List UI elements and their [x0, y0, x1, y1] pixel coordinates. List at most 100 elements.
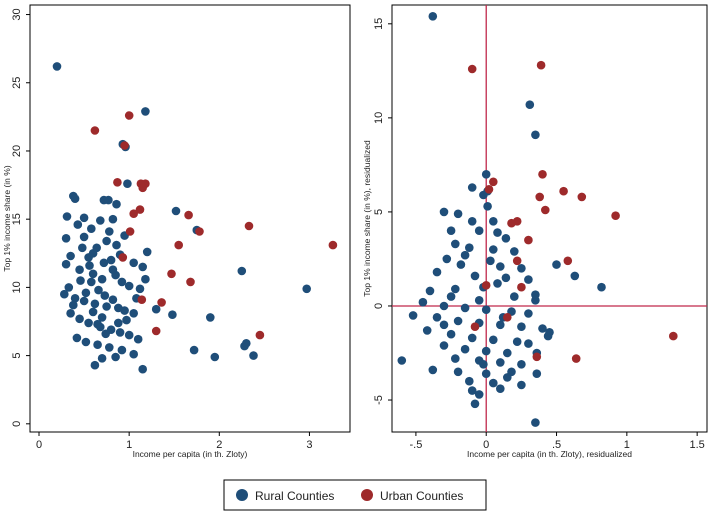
data-point-rural: [189, 345, 199, 355]
data-point-rural: [97, 354, 107, 363]
data-point-urban: [151, 326, 161, 336]
data-point-urban: [255, 330, 265, 340]
data-point-rural: [88, 269, 98, 279]
data-point-rural: [442, 254, 452, 264]
data-point-rural: [496, 262, 505, 271]
data-point-rural: [105, 343, 114, 352]
data-point-rural: [467, 217, 477, 226]
data-point-urban: [244, 221, 254, 231]
data-point-urban: [563, 256, 573, 266]
data-point-rural: [517, 360, 526, 369]
data-point-rural: [432, 313, 442, 322]
data-point-rural: [100, 291, 110, 300]
data-point-rural: [124, 330, 134, 340]
data-point-rural: [106, 255, 116, 265]
data-point-rural: [479, 190, 488, 200]
right-scatter-panel: -5 0 5 10 15 -.5 0 .5 1 1.5 Income per capita (in …: [362, 4, 708, 459]
data-point-urban: [118, 253, 128, 262]
data-point-rural: [97, 313, 107, 322]
x-tick-label: 1.5: [690, 439, 705, 451]
data-point-rural: [460, 303, 470, 313]
data-point-rural: [92, 243, 101, 253]
data-point-rural: [69, 300, 78, 310]
data-point-urban: [186, 277, 195, 287]
data-point-rural: [517, 380, 526, 390]
data-point-rural: [531, 130, 540, 140]
data-point-rural: [456, 260, 466, 269]
data-point-rural: [135, 284, 145, 294]
data-point-rural: [111, 352, 120, 362]
y-tick-label: 20: [11, 145, 23, 157]
data-point-rural: [75, 314, 84, 324]
data-point-urban: [611, 211, 620, 220]
data-point-rural: [474, 226, 484, 235]
data-point-rural: [517, 322, 526, 332]
x-tick-label: 0: [483, 439, 489, 451]
data-point-rural: [496, 320, 505, 330]
data-point-urban: [512, 256, 522, 266]
y-axis-label: Top 1% income share (in %): [2, 165, 12, 271]
data-point-rural: [101, 329, 110, 339]
data-point-rural: [99, 258, 109, 268]
data-point-rural: [486, 256, 495, 266]
data-point-rural: [90, 299, 100, 309]
data-point-rural: [168, 310, 177, 320]
data-point-rural: [115, 328, 125, 337]
legend-label-urban: Urban Counties: [380, 489, 463, 503]
data-point-rural: [117, 277, 127, 287]
data-point-rural: [99, 195, 109, 205]
data-point-rural: [124, 281, 134, 291]
y-tick-label: 5: [11, 353, 23, 359]
data-point-urban: [481, 281, 491, 290]
data-point-rural: [481, 369, 491, 379]
data-point-rural: [439, 320, 449, 330]
data-point-rural: [85, 261, 94, 270]
data-point-rural: [510, 292, 519, 301]
data-point-urban: [538, 170, 547, 179]
data-point-rural: [479, 360, 488, 369]
data-point-rural: [545, 328, 554, 337]
y-tick-label: 10: [373, 112, 385, 124]
data-point-rural: [237, 266, 247, 276]
data-point-rural: [524, 309, 533, 318]
data-point-rural: [79, 213, 89, 223]
y-tick-label: 15: [373, 18, 385, 30]
data-point-rural: [141, 274, 150, 284]
data-point-urban: [559, 186, 568, 196]
data-point-rural: [79, 232, 89, 242]
data-point-rural: [425, 286, 435, 296]
data-point-urban: [135, 205, 145, 214]
data-point-urban: [524, 235, 533, 245]
data-point-rural: [474, 296, 484, 305]
data-point-rural: [570, 271, 580, 281]
data-point-urban: [577, 192, 587, 202]
data-point-urban: [532, 352, 542, 362]
legend: Rural Counties Urban Counties: [223, 479, 487, 511]
data-point-rural: [108, 295, 118, 305]
data-point-rural: [151, 304, 161, 314]
data-point-rural: [489, 378, 498, 388]
data-point-rural: [81, 288, 91, 298]
data-point-rural: [64, 283, 74, 292]
x-tick-label: 1: [126, 439, 132, 451]
data-point-rural: [87, 224, 96, 233]
data-point-urban: [195, 227, 204, 236]
data-point-urban: [535, 192, 544, 202]
data-point-urban: [503, 313, 512, 322]
data-point-rural: [112, 199, 121, 209]
y-tick-label: 30: [11, 8, 23, 20]
data-point-rural: [66, 309, 75, 318]
data-point-rural: [129, 349, 138, 359]
data-point-rural: [122, 315, 131, 325]
data-point-urban: [120, 141, 129, 150]
data-point-rural: [70, 294, 80, 303]
data-point-rural: [120, 306, 129, 315]
data-point-urban: [157, 298, 166, 307]
data-point-rural: [460, 250, 470, 260]
data-point-rural: [112, 240, 121, 250]
x-tick-label: 3: [306, 439, 312, 451]
data-point-urban: [541, 205, 550, 215]
data-point-rural: [108, 265, 118, 275]
